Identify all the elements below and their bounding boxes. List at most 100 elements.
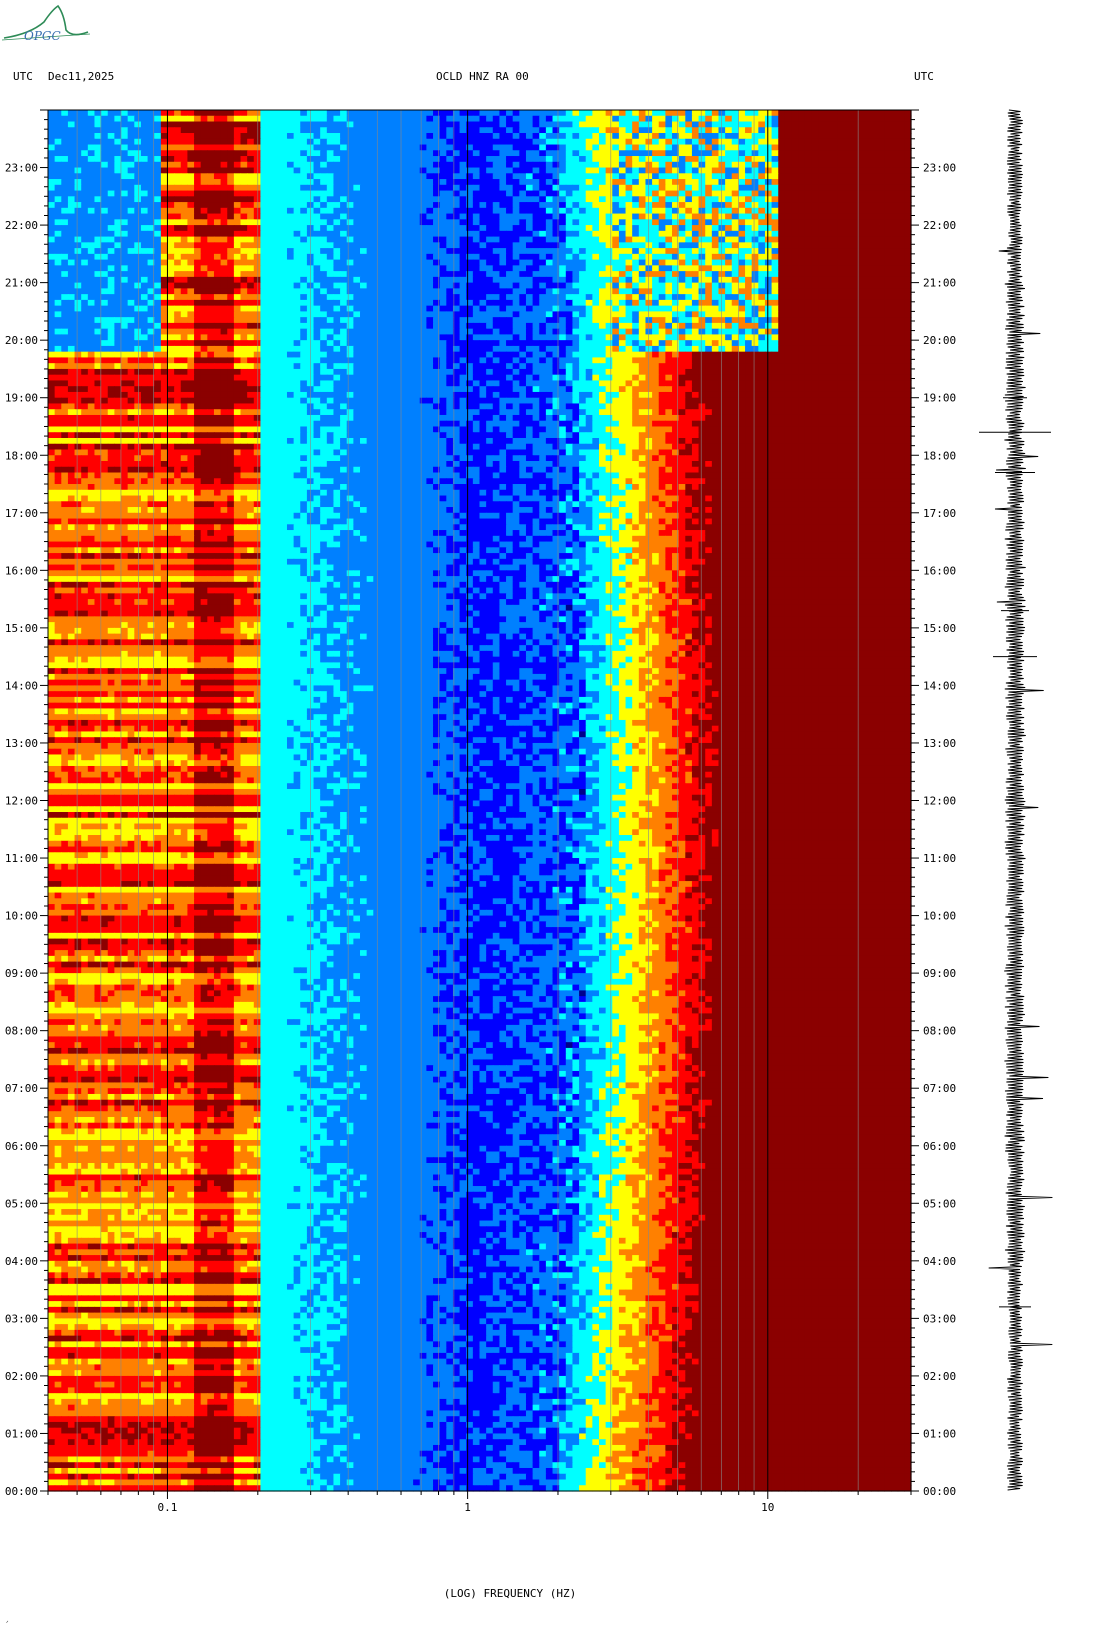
heatmap-cell — [274, 196, 281, 202]
heatmap-cell — [373, 185, 380, 191]
heatmap-cell — [433, 237, 440, 243]
heatmap-cell — [121, 254, 128, 260]
heatmap-cell — [473, 214, 480, 220]
heatmap-cell — [679, 139, 686, 145]
heatmap-cell — [506, 242, 513, 248]
heatmap-cell — [327, 214, 334, 220]
heatmap-cell — [493, 185, 500, 191]
heatmap-cell — [486, 271, 493, 277]
heatmap-cell — [493, 173, 500, 179]
heatmap-cell — [254, 231, 261, 237]
heatmap-cell — [320, 277, 327, 283]
heatmap-cell — [247, 254, 254, 260]
heatmap-cell — [61, 317, 68, 323]
heatmap-cell — [878, 300, 885, 306]
heatmap-cell — [592, 185, 599, 191]
heatmap-cell — [221, 127, 228, 133]
heatmap-cell — [745, 162, 752, 168]
heatmap-cell — [699, 156, 706, 162]
heatmap-cell — [586, 237, 593, 243]
heatmap-cell — [592, 150, 599, 156]
heatmap-cell — [825, 156, 832, 162]
heatmap-cell — [167, 248, 174, 254]
heatmap-cell — [645, 219, 652, 225]
heatmap-cell — [61, 173, 68, 179]
heatmap-cell — [606, 116, 613, 122]
heatmap-cell — [519, 127, 526, 133]
heatmap-cell — [778, 271, 785, 277]
heatmap-cell — [433, 225, 440, 231]
heatmap-cell — [738, 127, 745, 133]
heatmap-cell — [68, 329, 75, 335]
heatmap-cell — [75, 277, 82, 283]
heatmap-cell — [626, 110, 633, 116]
heatmap-cell — [878, 237, 885, 243]
heatmap-cell — [645, 317, 652, 323]
heatmap-cell — [572, 277, 579, 283]
heatmap-cell — [672, 168, 679, 174]
heatmap-cell — [831, 231, 838, 237]
heatmap-cell — [645, 196, 652, 202]
heatmap-cell — [241, 150, 248, 156]
heatmap-cell — [367, 271, 374, 277]
heatmap-cell — [718, 133, 725, 139]
heatmap-cell — [745, 150, 752, 156]
heatmap-cell — [413, 133, 420, 139]
heatmap-cell — [559, 237, 566, 243]
heatmap-cell — [599, 311, 606, 317]
heatmap-cell — [260, 173, 267, 179]
heatmap-cell — [360, 323, 367, 329]
heatmap-cell — [174, 162, 181, 168]
heatmap-cell — [738, 196, 745, 202]
heatmap-cell — [108, 110, 115, 116]
heatmap-cell — [672, 202, 679, 208]
heatmap-cell — [765, 122, 772, 128]
heatmap-cell — [207, 300, 214, 306]
heatmap-cell — [838, 219, 845, 225]
heatmap-cell — [831, 179, 838, 185]
heatmap-cell — [61, 116, 68, 122]
heatmap-cell — [340, 219, 347, 225]
heatmap-cell — [533, 168, 540, 174]
heatmap-cell — [340, 317, 347, 323]
heatmap-cell — [818, 168, 825, 174]
heatmap-cell — [367, 294, 374, 300]
heatmap-cell — [672, 237, 679, 243]
heatmap-cell — [838, 300, 845, 306]
heatmap-cell — [818, 306, 825, 312]
heatmap-cell — [712, 196, 719, 202]
heatmap-cell — [805, 271, 812, 277]
heatmap-cell — [619, 156, 626, 162]
heatmap-cell — [128, 214, 135, 220]
heatmap-cell — [340, 156, 347, 162]
heatmap-cell — [300, 306, 307, 312]
heatmap-cell — [798, 237, 805, 243]
heatmap-cell — [108, 133, 115, 139]
heatmap-cell — [685, 306, 692, 312]
heatmap-cell — [685, 260, 692, 266]
heatmap-cell — [373, 110, 380, 116]
heatmap-cell — [526, 242, 533, 248]
heatmap-cell — [865, 110, 872, 116]
heatmap-cell — [785, 242, 792, 248]
heatmap-cell — [154, 139, 161, 145]
heatmap-cell — [241, 179, 248, 185]
heatmap-cell — [194, 145, 201, 151]
heatmap-cell — [134, 179, 141, 185]
heatmap-cell — [699, 219, 706, 225]
heatmap-cell — [752, 122, 759, 128]
heatmap-cell — [685, 110, 692, 116]
heatmap-cell — [592, 116, 599, 122]
heatmap-cell — [738, 283, 745, 289]
heatmap-cell — [207, 202, 214, 208]
heatmap-cell — [738, 237, 745, 243]
heatmap-cell — [533, 271, 540, 277]
heatmap-cell — [114, 127, 121, 133]
heatmap-cell — [519, 150, 526, 156]
heatmap-cell — [367, 196, 374, 202]
heatmap-cell — [805, 237, 812, 243]
heatmap-cell — [765, 127, 772, 133]
heatmap-cell — [413, 122, 420, 128]
heatmap-cell — [831, 122, 838, 128]
heatmap-cell — [134, 242, 141, 248]
